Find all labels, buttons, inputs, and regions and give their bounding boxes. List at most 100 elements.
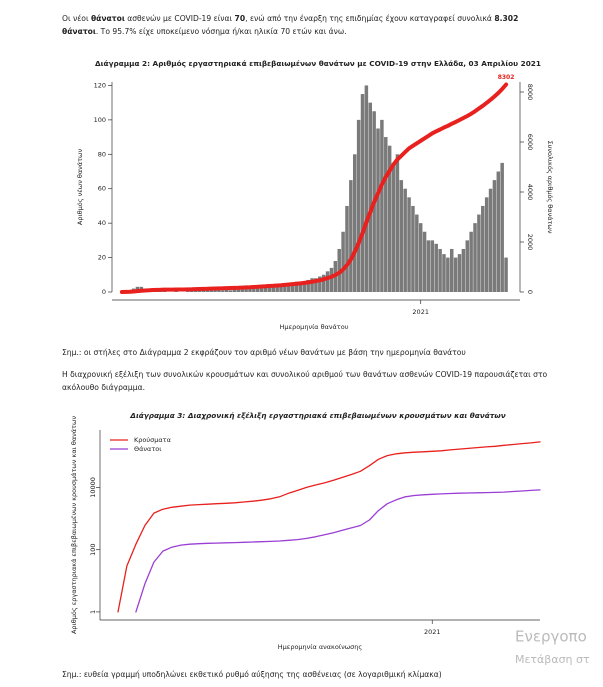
bar (252, 286, 256, 292)
data-line (135, 489, 541, 613)
y-axis-label: Αριθμός εργαστηριακά επιβεβαιωμένων κρου… (70, 416, 78, 634)
bar (271, 285, 276, 292)
bar (221, 290, 225, 292)
y-tick-label: 10000 (89, 477, 97, 498)
y2-tick-label: 4000 (526, 184, 534, 201)
bar (310, 278, 314, 292)
bar (399, 180, 404, 292)
y-tick-label: 120 (94, 81, 106, 89)
bar (298, 283, 303, 292)
text: 70 (234, 14, 246, 23)
bar (224, 288, 229, 292)
bar (430, 240, 435, 292)
bar (465, 240, 470, 292)
text: . Το 95.7% είχε υποκείμενο νόσημα ή/και … (95, 27, 347, 36)
text: Η διαχρονική εξέλιξη των συνολικών κρουσ… (62, 370, 548, 392)
bar (318, 276, 322, 292)
bar (267, 285, 272, 292)
bar (302, 281, 307, 292)
bar (422, 231, 427, 292)
x-tick-label: 2021 (412, 308, 429, 316)
bar (481, 205, 485, 292)
bar (384, 137, 388, 292)
text: , ενώ από την έναρξη της επιδημίας έχουν… (245, 14, 495, 23)
bar (240, 288, 244, 292)
bar (387, 145, 392, 292)
data-line (117, 441, 541, 613)
bar (287, 285, 291, 292)
y-tick-label: 0 (102, 288, 106, 296)
bar (329, 267, 334, 292)
x-axis-label: Ημερομηνία ανακοίνωσης (278, 643, 363, 651)
bar (321, 274, 326, 292)
bar (492, 180, 497, 292)
text: Οι νέοι (62, 14, 91, 23)
x-axis-label: Ημερομηνία θανάτου (280, 323, 349, 331)
text: ασθενών με COVID-19 είναι (124, 14, 235, 23)
bar (345, 205, 349, 292)
bar (255, 286, 260, 292)
text: Σημ.: ευθεία γραμμή υποδηλώνει εκθετικό … (62, 670, 442, 679)
bar (477, 214, 481, 292)
bar (504, 257, 508, 292)
bar (461, 248, 466, 292)
bar (469, 231, 473, 292)
y2-tick-label: 8000 (526, 84, 534, 101)
watermark: Ενεργοπο (515, 628, 587, 646)
bar (442, 254, 446, 292)
bar (236, 288, 241, 292)
bar (434, 243, 438, 292)
bar (380, 119, 384, 292)
bar (411, 205, 415, 292)
bar (368, 102, 373, 293)
bar (197, 290, 202, 292)
bar (306, 279, 310, 292)
paragraph: Οι νέοι θάνατοι ασθενών με COVID-19 είνα… (62, 12, 552, 38)
bar (193, 290, 198, 292)
bar (446, 257, 450, 292)
bar (283, 283, 287, 292)
text: θάνατοι (90, 14, 125, 23)
bar (457, 254, 462, 292)
x-tick-label: 2021 (424, 628, 441, 636)
bar (391, 162, 396, 292)
y-tick-label: 80 (98, 150, 106, 158)
bar (415, 214, 419, 292)
bar (244, 286, 248, 292)
y-tick-label: 100 (89, 543, 97, 555)
bar (364, 85, 369, 292)
paragraph: Η διαχρονική εξέλιξη των συνολικών κρουσ… (62, 368, 552, 394)
y2-tick-label: 2000 (526, 234, 534, 251)
bar (290, 283, 295, 292)
legend-label: Θάνατοι (134, 445, 161, 453)
bar (500, 162, 504, 292)
bar (403, 188, 407, 292)
bar (209, 290, 213, 292)
bar (314, 278, 318, 292)
bar (325, 271, 330, 292)
bar (360, 94, 365, 292)
y2-tick-label: 0 (526, 290, 534, 294)
bar (259, 285, 264, 292)
bar (407, 197, 411, 292)
bar (438, 248, 442, 292)
bar (279, 285, 283, 292)
data-line (119, 82, 509, 294)
bar (294, 281, 299, 292)
y-tick-label: 100 (94, 116, 106, 124)
y-tick-label: 60 (98, 185, 106, 193)
watermark: Μετάβαση στ (515, 653, 590, 666)
bar (263, 286, 268, 292)
y-axis-label: Αριθμός νέων θανάτων (76, 149, 84, 226)
y2-tick-label: 6000 (526, 134, 534, 151)
text: Σημ.: οι στήλες στο Διάγραμμα 2 εκφράζου… (62, 348, 466, 357)
bar (453, 257, 458, 292)
bar (473, 223, 477, 292)
bar (352, 154, 357, 292)
legend-label: Κρούσματα (134, 436, 171, 444)
text: 8.302 θάνατοι (62, 14, 519, 36)
chart-title: Διάγραμμα 2: Αριθμός εργαστηριακά επιβεβ… (95, 59, 541, 68)
note: Σημ.: οι στήλες στο Διάγραμμα 2 εκφράζου… (62, 346, 552, 359)
bar (376, 128, 380, 292)
